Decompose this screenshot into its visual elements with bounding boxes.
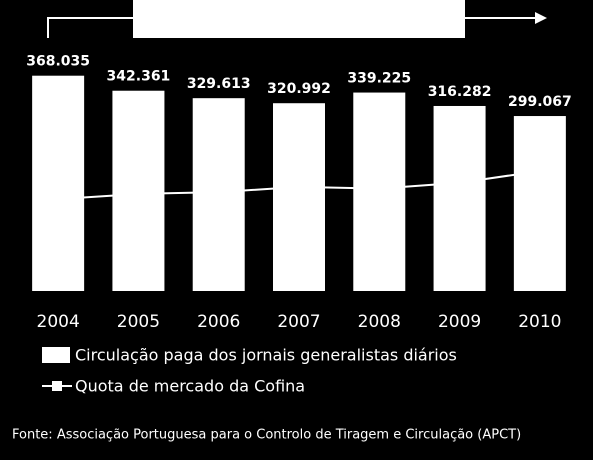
x-tick-label: 2006 xyxy=(197,312,240,332)
value-label: 368.035 xyxy=(26,54,90,70)
x-tick-label: 2004 xyxy=(37,312,80,332)
legend-label: Circulação paga dos jornais generalistas… xyxy=(75,346,457,365)
bar xyxy=(433,105,486,291)
value-label: 342.361 xyxy=(107,69,171,85)
value-label: 329.613 xyxy=(187,76,251,92)
x-tick-label: 2008 xyxy=(358,312,401,332)
legend-label: Quota de mercado da Cofina xyxy=(75,377,305,396)
source-note: Fonte: Associação Portuguesa para o Cont… xyxy=(12,428,521,443)
bar xyxy=(192,98,245,291)
legend-swatch-bar xyxy=(42,347,70,363)
plot: 368.035 342.361 329.613 320.992 339.225 316.2… xyxy=(26,54,571,332)
bar xyxy=(112,90,165,292)
value-label: 299.067 xyxy=(508,94,572,110)
legend-marker xyxy=(52,381,62,391)
bar xyxy=(513,116,566,291)
arrow-head xyxy=(535,12,547,24)
x-tick-label: 2007 xyxy=(277,312,320,332)
x-tick-label: 2009 xyxy=(438,312,481,332)
value-label: 316.282 xyxy=(428,84,492,100)
value-label: 339.225 xyxy=(347,71,411,87)
bar xyxy=(353,92,406,291)
x-tick-label: 2005 xyxy=(117,312,160,332)
bar xyxy=(273,103,325,291)
value-label: 320.992 xyxy=(267,81,331,97)
x-tick-label: 2010 xyxy=(518,312,561,332)
title-box xyxy=(133,0,465,38)
bar xyxy=(32,75,85,291)
